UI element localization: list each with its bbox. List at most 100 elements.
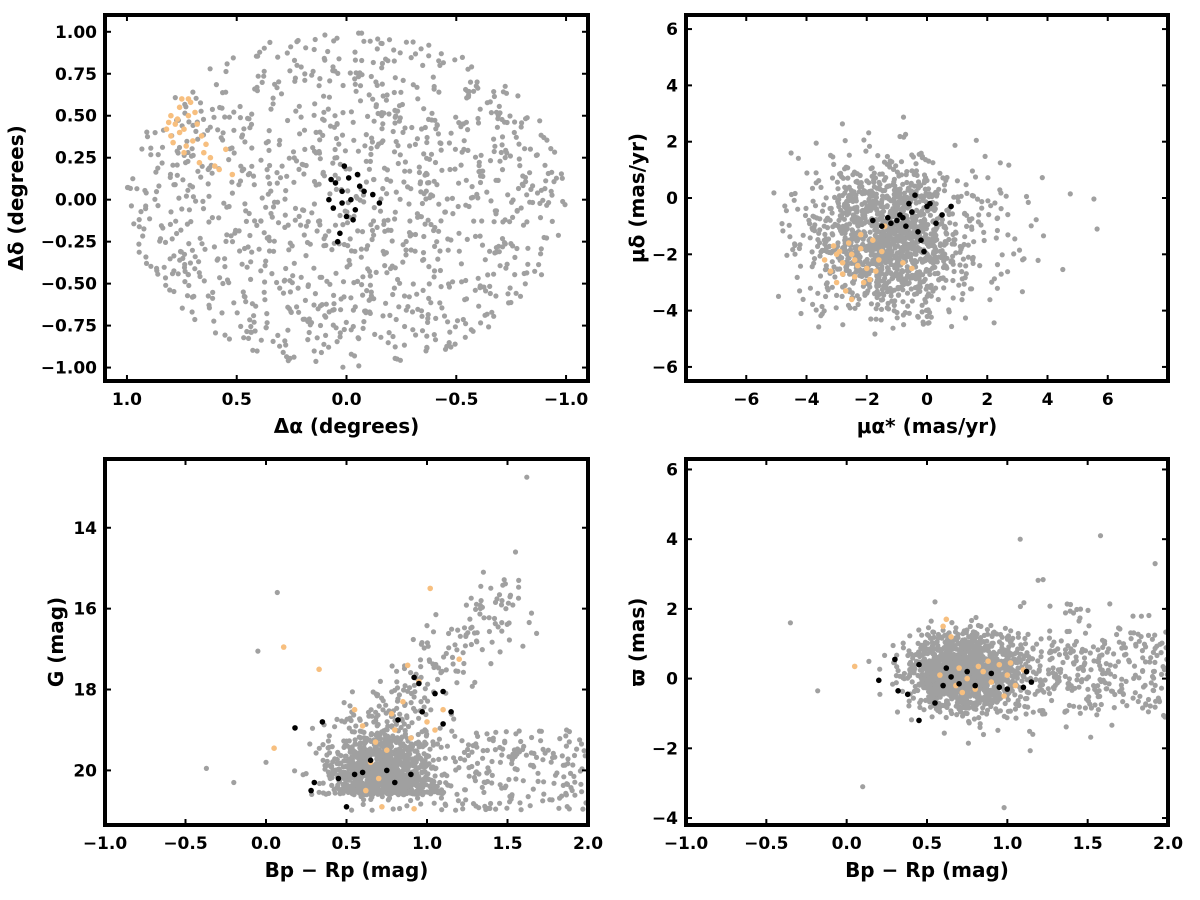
field-star-point — [322, 762, 328, 769]
field-star-point — [167, 287, 173, 293]
field-star-point — [365, 709, 372, 715]
field-star-point — [454, 680, 460, 686]
field-star-point — [783, 208, 790, 214]
field-star-point — [397, 711, 403, 717]
field-star-point — [894, 315, 900, 321]
field-star-point — [420, 250, 427, 256]
field-star-point — [542, 750, 548, 756]
field-star-point — [962, 234, 968, 240]
field-star-point — [380, 707, 386, 713]
field-star-point — [863, 148, 869, 154]
field-star-point — [239, 261, 245, 267]
field-star-point — [415, 781, 421, 788]
y-tick-label: 2 — [666, 133, 678, 153]
field-star-point — [477, 611, 483, 617]
field-star-point — [891, 302, 897, 308]
field-star-point — [418, 699, 424, 705]
field-star-point — [275, 199, 281, 205]
field-star-point — [226, 114, 232, 120]
field-star-point — [334, 716, 340, 723]
field-star-point — [245, 115, 251, 121]
orange-member-point — [168, 133, 174, 139]
field-star-point — [359, 30, 365, 36]
field-star-point — [551, 780, 557, 786]
y-tick-label: −4 — [652, 302, 678, 322]
field-star-point — [1034, 641, 1040, 647]
field-star-point — [912, 218, 918, 224]
field-star-point — [422, 124, 428, 131]
field-star-point — [842, 201, 848, 207]
field-star-point — [277, 285, 283, 291]
field-star-point — [311, 112, 317, 118]
field-star-point — [859, 221, 865, 228]
field-star-point — [298, 274, 304, 280]
field-star-point — [845, 165, 851, 171]
field-star-point — [408, 797, 414, 804]
field-star-point — [934, 193, 940, 199]
field-star-point — [270, 95, 276, 101]
field-star-point — [367, 282, 373, 288]
field-star-point — [310, 68, 316, 74]
field-star-point — [311, 148, 318, 154]
field-star-point — [550, 750, 556, 757]
field-star-point — [407, 168, 413, 174]
black-member-point — [341, 163, 348, 169]
field-star-point — [352, 81, 358, 87]
field-star-point — [371, 176, 377, 183]
field-star-point — [791, 197, 797, 203]
field-star-point — [534, 190, 541, 196]
field-star-point — [943, 230, 949, 236]
field-star-point — [386, 37, 393, 43]
field-star-point — [423, 188, 429, 194]
field-star-point — [446, 140, 452, 146]
field-star-point — [263, 258, 269, 264]
orange-member-point — [845, 240, 852, 246]
field-star-point — [393, 316, 399, 323]
field-star-point — [865, 288, 871, 294]
field-star-point — [981, 237, 987, 244]
field-star-point — [415, 731, 421, 738]
field-star-point — [810, 301, 816, 307]
field-star-point — [401, 179, 407, 185]
field-star-point — [231, 109, 237, 115]
field-star-point — [340, 364, 346, 370]
field-star-point — [891, 231, 897, 237]
field-star-point — [463, 633, 469, 640]
y-tick-label: 1.00 — [55, 23, 97, 43]
field-star-point — [874, 218, 880, 224]
orange-member-point — [165, 119, 172, 126]
field-star-point — [329, 247, 335, 253]
field-star-point — [502, 738, 508, 744]
black-member-point — [351, 771, 358, 778]
field-star-point — [395, 750, 401, 756]
field-star-point — [836, 193, 843, 199]
field-star-point — [390, 806, 396, 812]
field-star-point — [1023, 193, 1030, 200]
field-star-point — [813, 170, 819, 176]
field-star-point — [946, 236, 952, 243]
field-star-point — [391, 58, 397, 64]
field-star-point — [396, 304, 402, 310]
field-star-point — [909, 679, 915, 685]
orange-member-point — [174, 116, 181, 122]
field-star-point — [928, 293, 934, 299]
orange-member-point — [384, 747, 390, 753]
field-star-point — [516, 141, 522, 147]
field-star-point — [394, 679, 400, 685]
field-star-point — [342, 148, 348, 154]
field-star-point — [438, 670, 444, 676]
field-star-point — [342, 743, 348, 749]
field-star-point — [249, 163, 255, 169]
field-star-point — [178, 249, 184, 255]
field-star-point — [301, 127, 308, 133]
field-star-point — [859, 208, 865, 214]
orange-member-point — [873, 268, 879, 275]
black-member-point — [326, 196, 332, 203]
field-star-point — [385, 340, 391, 346]
field-star-point — [863, 270, 869, 276]
field-star-point — [459, 279, 465, 285]
field-star-point — [973, 137, 979, 143]
field-star-point — [421, 645, 427, 651]
field-star-point — [326, 228, 332, 234]
field-star-point — [852, 305, 858, 311]
